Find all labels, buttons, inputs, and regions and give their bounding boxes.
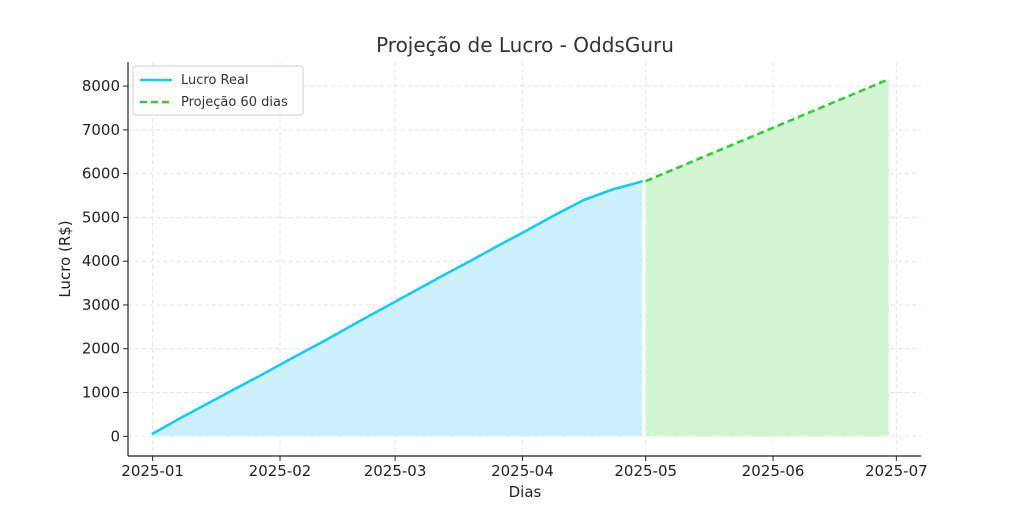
y-tick-label: 5000 <box>82 208 120 226</box>
y-tick-label: 2000 <box>82 340 120 358</box>
area-fill-0 <box>152 181 642 437</box>
y-tick-label: 6000 <box>82 165 120 183</box>
y-tick-label: 8000 <box>82 77 120 95</box>
x-tick-label: 2025-01 <box>121 462 184 480</box>
series-line-0 <box>151 180 643 435</box>
area-fill-1 <box>645 79 889 437</box>
y-tick-label: 0 <box>110 427 120 445</box>
chart-title: Projeção de Lucro - OddsGuru <box>376 33 674 57</box>
x-axis-label: Dias <box>509 483 542 501</box>
x-tick-label: 2025-05 <box>614 462 677 480</box>
y-tick-label: 1000 <box>82 384 120 402</box>
x-tick-label: 2025-02 <box>249 462 312 480</box>
y-tick-label: 3000 <box>82 296 120 314</box>
legend-label-lucro-real: Lucro Real <box>181 73 249 88</box>
tick-labels: 2025-01 2025-02 2025-03 2025-04 2025-05 2025-… <box>82 77 928 480</box>
x-tick-label: 2025-03 <box>364 462 427 480</box>
legend-label-projecao: Projeção 60 dias <box>181 95 288 110</box>
y-tick-label: 7000 <box>82 121 120 139</box>
x-tick-label: 2025-04 <box>491 462 554 480</box>
legend-box <box>132 65 304 116</box>
series-lines <box>151 78 889 435</box>
y-tick-label: 4000 <box>82 252 120 270</box>
y-axis-label: Lucro (R$) <box>56 220 74 297</box>
axes <box>123 62 921 461</box>
x-tick-label: 2025-06 <box>742 462 805 480</box>
legend: Lucro Real Projeção 60 dias <box>132 65 304 116</box>
area-fills <box>152 79 889 437</box>
x-tick-label: 2025-07 <box>865 462 928 480</box>
